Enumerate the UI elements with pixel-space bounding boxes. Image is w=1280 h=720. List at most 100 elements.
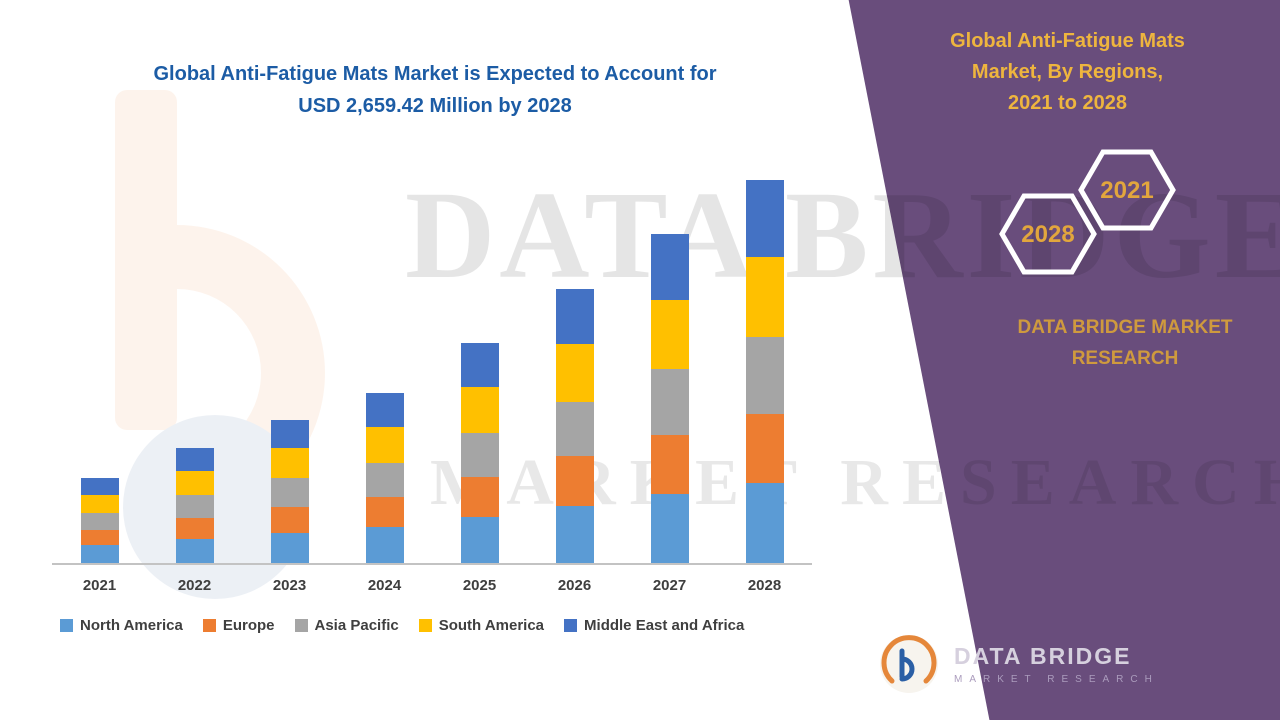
bar-chart <box>52 178 812 565</box>
bar-segment-2025-europe <box>460 477 499 517</box>
x-axis-label-2022: 2022 <box>177 577 212 594</box>
bar-segment-2027-middle-east-and-africa <box>650 234 689 301</box>
bar-segment-2024-north-america <box>365 527 404 563</box>
chart-headline-line1: Global Anti-Fatigue Mats Market is Expec… <box>153 63 717 85</box>
bar-segment-2022-middle-east-and-africa <box>175 447 214 471</box>
chart-headline-line2: USD 2,659.42 Million by 2028 <box>298 95 572 117</box>
footer-brand-tagline: MARKET RESEARCH <box>954 674 1159 685</box>
bar-segment-2025-middle-east-and-africa <box>460 342 499 387</box>
legend-swatch-asia-pacific <box>294 619 308 632</box>
bar-segment-2027-south-america <box>650 300 689 370</box>
x-axis-label-2028: 2028 <box>747 577 782 594</box>
legend-item-middle-east-and-africa: Middle East and Africa <box>564 617 744 634</box>
bar-segment-2024-middle-east-and-africa <box>365 392 404 427</box>
panel-title-line2: Market, By Regions, <box>971 61 1164 83</box>
bar-column-2026 <box>527 289 622 563</box>
bar-column-2025 <box>432 342 527 563</box>
panel-brand-line2: RESEARCH <box>1071 348 1179 369</box>
bar-segment-2026-south-america <box>555 344 594 402</box>
legend-label-south-america: South America <box>438 617 545 634</box>
bar-segment-2026-europe <box>555 456 594 506</box>
bar-segment-2028-north-america <box>745 482 784 563</box>
bar-segment-2023-south-america <box>270 448 309 479</box>
footer-logo-text: DATA BRIDGE MARKET RESEARCH <box>954 643 1159 685</box>
watermark-text-primary: DATA BRIDGE <box>405 167 1280 305</box>
bar-segment-2021-middle-east-and-africa <box>80 477 119 495</box>
bar-column-2024 <box>337 392 432 563</box>
bar-segment-2021-europe <box>80 529 119 546</box>
legend-swatch-south-america <box>418 619 432 632</box>
legend-label-europe: Europe <box>222 617 275 634</box>
bar-stack-2027 <box>650 234 689 563</box>
legend-label-asia-pacific: Asia Pacific <box>314 617 399 634</box>
bar-segment-2025-asia-pacific <box>460 432 499 478</box>
bar-stack-2024 <box>365 392 404 563</box>
chart-headline: Global Anti-Fatigue Mats Market is Expec… <box>85 58 785 122</box>
panel-title: Global Anti-Fatigue Mats Market, By Regi… <box>940 26 1195 119</box>
bar-segment-2021-north-america <box>80 545 119 563</box>
bar-segment-2022-north-america <box>175 538 214 563</box>
bar-stack-2021 <box>80 477 119 563</box>
bar-segment-2026-asia-pacific <box>555 401 594 457</box>
bar-segment-2025-south-america <box>460 386 499 433</box>
bar-segment-2023-asia-pacific <box>270 478 309 508</box>
legend-item-north-america: North America <box>60 617 183 634</box>
databridge-logo-icon <box>880 635 938 693</box>
hexagon-badge-2028: 2028 <box>999 193 1097 275</box>
x-axis-label-2027: 2027 <box>652 577 687 594</box>
bar-stack-2022 <box>175 447 214 563</box>
bar-stack-2023 <box>270 419 309 563</box>
x-axis-labels: 2021 2022 2023 2024 2025 2026 2027 2028 <box>52 577 812 594</box>
bar-column-2021 <box>52 477 147 563</box>
bar-stack-2026 <box>555 289 594 563</box>
bar-segment-2028-asia-pacific <box>745 337 784 414</box>
bar-segment-2024-europe <box>365 496 404 528</box>
x-axis-label-2024: 2024 <box>367 577 402 594</box>
bar-segment-2027-europe <box>650 434 689 494</box>
bar-segment-2028-south-america <box>745 256 784 338</box>
bar-segment-2025-north-america <box>460 516 499 563</box>
chart-legend: North America Europe Asia Pacific South Ame… <box>60 617 850 634</box>
x-axis-label-2025: 2025 <box>462 577 497 594</box>
bar-segment-2023-europe <box>270 507 309 533</box>
bar-segment-2021-asia-pacific <box>80 512 119 530</box>
bar-segment-2027-asia-pacific <box>650 369 689 435</box>
bar-segment-2027-north-america <box>650 493 689 563</box>
bar-column-2027 <box>622 234 717 563</box>
bar-column-2022 <box>147 447 242 563</box>
bar-stack-2028 <box>745 179 784 563</box>
bar-column-2023 <box>242 419 337 563</box>
bar-segment-2022-asia-pacific <box>175 495 214 519</box>
x-axis-label-2021: 2021 <box>82 577 117 594</box>
legend-label-north-america: North America <box>80 617 183 634</box>
bar-segment-2023-middle-east-and-africa <box>270 419 309 449</box>
footer-brand-name: DATA BRIDGE <box>954 643 1132 669</box>
bar-segment-2024-south-america <box>365 426 404 463</box>
legend-item-asia-pacific: Asia Pacific <box>294 617 399 634</box>
footer-logo: DATA BRIDGE MARKET RESEARCH <box>878 633 1159 695</box>
x-axis-label-2026: 2026 <box>557 577 592 594</box>
bar-stack-2025 <box>460 342 499 563</box>
bar-segment-2022-south-america <box>175 470 214 496</box>
bar-segment-2023-north-america <box>270 532 309 563</box>
hexagon-badge-2021-label: 2021 <box>1100 177 1153 204</box>
x-axis-label-2023: 2023 <box>272 577 307 594</box>
hexagon-badge-2021: 2021 <box>1078 149 1176 231</box>
panel-brand-line1: DATA BRIDGE MARKET <box>1017 317 1233 338</box>
bar-segment-2024-asia-pacific <box>365 462 404 497</box>
legend-label-middle-east-and-africa: Middle East and Africa <box>584 617 745 634</box>
legend-item-south-america: South America <box>418 617 545 634</box>
panel-title-line3: 2021 to 2028 <box>1008 92 1127 114</box>
legend-swatch-middle-east-and-africa <box>564 619 578 632</box>
panel-brand-name: DATA BRIDGE MARKET RESEARCH <box>975 312 1275 374</box>
legend-swatch-europe <box>202 619 216 632</box>
legend-swatch-north-america <box>60 619 73 632</box>
bar-segment-2021-south-america <box>80 494 119 513</box>
bar-column-2028 <box>717 179 812 563</box>
bar-segment-2028-europe <box>745 413 784 483</box>
panel-title-line1: Global Anti-Fatigue Mats <box>950 30 1185 52</box>
bar-segment-2028-middle-east-and-africa <box>745 179 784 257</box>
bar-segment-2026-middle-east-and-africa <box>555 289 594 345</box>
hexagon-badge-2028-label: 2028 <box>1021 221 1074 248</box>
